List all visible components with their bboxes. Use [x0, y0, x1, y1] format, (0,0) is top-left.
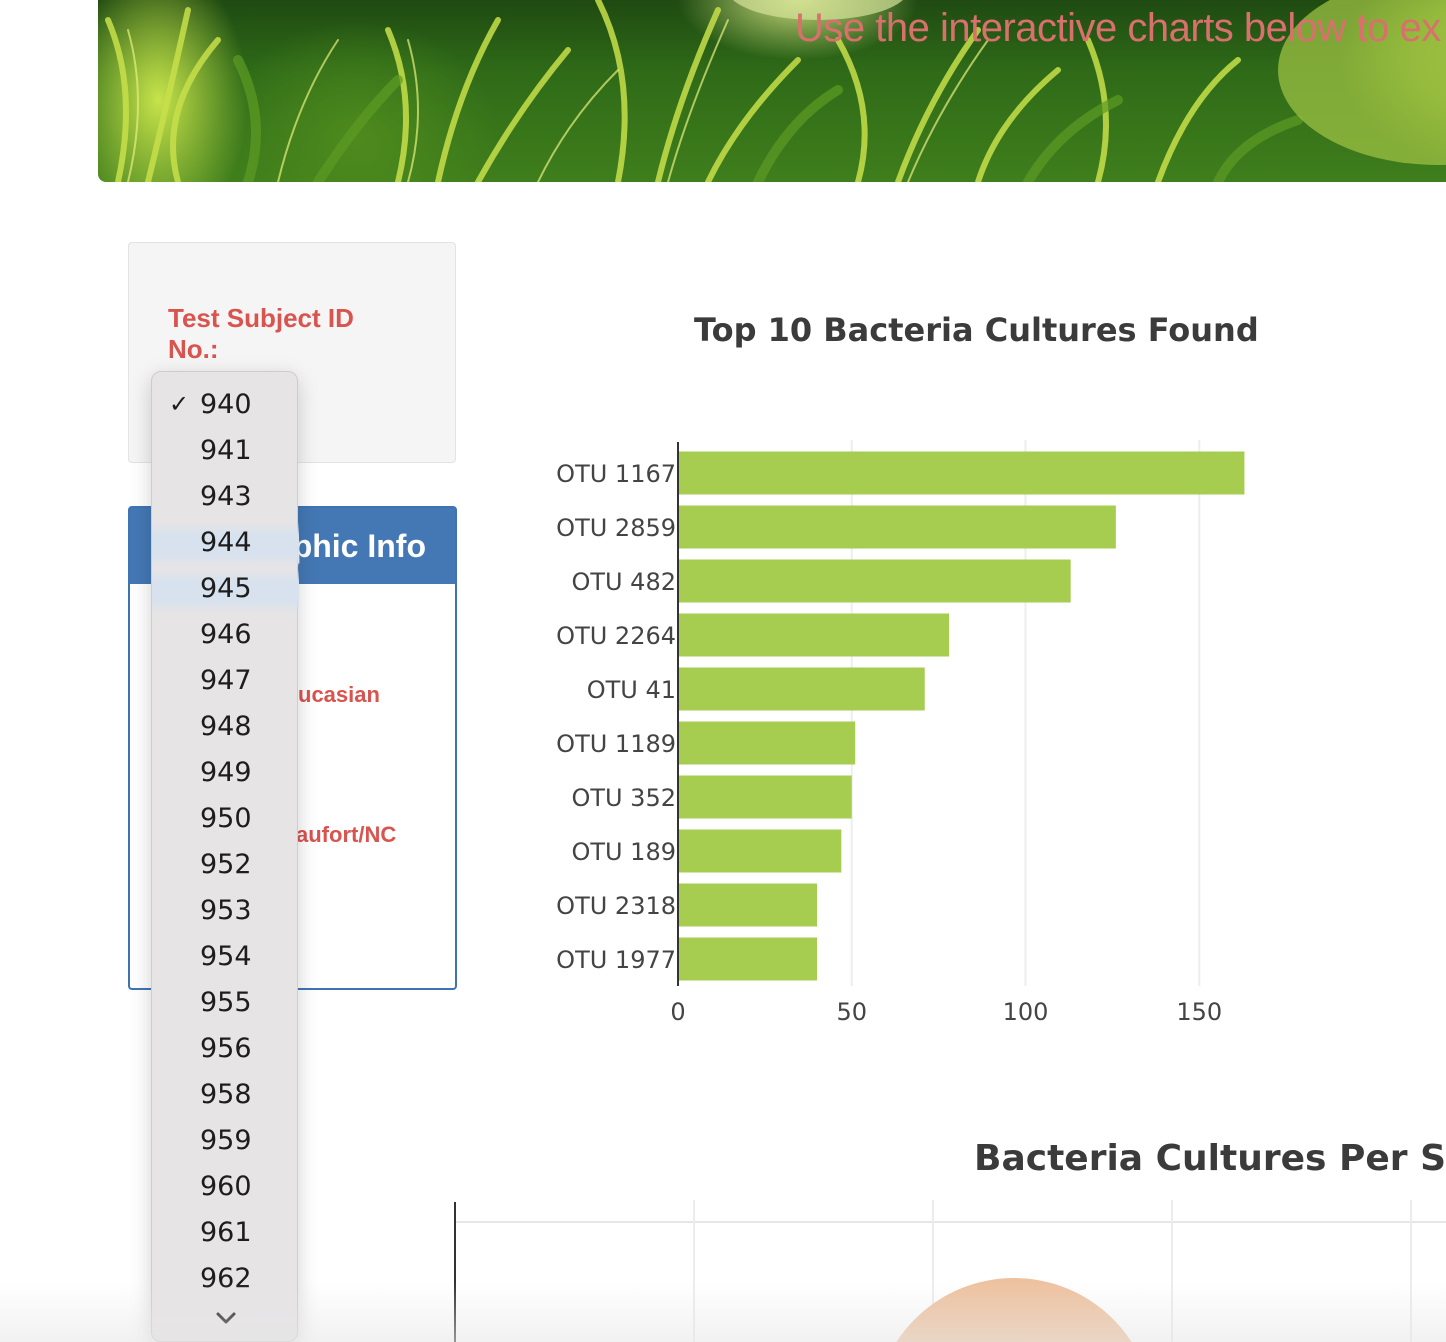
dropdown-option-label: 955 [200, 987, 252, 1018]
dropdown-option-label: 946 [200, 619, 252, 650]
dropdown-option-label: 958 [200, 1079, 252, 1110]
dropdown-option-label: 956 [200, 1033, 252, 1064]
dropdown-option-label: 959 [200, 1125, 252, 1156]
dropdown-option-label: 960 [200, 1171, 252, 1202]
dropdown-option-label: 962 [200, 1263, 252, 1294]
dropdown-option-949[interactable]: 949 [152, 752, 299, 798]
dropdown-option-943[interactable]: 943 [152, 476, 299, 522]
dropdown-option-label: 943 [200, 481, 252, 512]
y-category-label: OTU 189 [571, 838, 676, 866]
bubble-mark[interactable] [874, 1278, 1154, 1342]
x-tick-label: 150 [1176, 998, 1222, 1026]
dropdown-option-953[interactable]: 953 [152, 890, 299, 936]
dropdown-option-958[interactable]: 958 [152, 1074, 299, 1120]
dropdown-option-label: 944 [200, 527, 252, 558]
bar-otu-2859[interactable] [678, 505, 1116, 549]
dropdown-option-label: 940 [200, 389, 252, 420]
bar-otu-41[interactable] [678, 667, 925, 711]
y-category-label: OTU 2264 [556, 622, 676, 650]
dropdown-option-label: 947 [200, 665, 252, 696]
y-category-label: OTU 352 [571, 784, 676, 812]
hero-foliage-image [105, 0, 1446, 182]
subject-id-dropdown[interactable]: ✓ 940 941 943 944 945 946 947 948 949 950 952 953 954… [151, 371, 299, 1342]
demographic-ethnicity-value: ucasian [298, 682, 380, 707]
dropdown-option-946[interactable]: 946 [152, 614, 299, 660]
bar-otu-2318[interactable] [678, 883, 817, 927]
bubble-chart-title: Bacteria Cultures Per Sa [974, 1138, 1446, 1179]
bubble-chart-plot [454, 1200, 1446, 1342]
dropdown-option-label: 950 [200, 803, 252, 834]
y-category-label: OTU 482 [571, 568, 676, 596]
bar-otu-482[interactable] [678, 559, 1071, 603]
bar-otu-2264[interactable] [678, 613, 950, 657]
bar-otu-1167[interactable] [678, 451, 1245, 495]
dropdown-option-941[interactable]: 941 [152, 430, 299, 476]
dropdown-option-959[interactable]: 959 [152, 1120, 299, 1166]
dropdown-option-label: 952 [200, 849, 252, 880]
bar-otu-1189[interactable] [678, 721, 856, 765]
top10-bar-chart: 0 50 100 150 OTU 1167 OTU 2859 OTU 482 OTU 2264… [556, 440, 1245, 1026]
dropdown-option-944[interactable]: 944 [152, 522, 299, 568]
dropdown-option-947[interactable]: 947 [152, 660, 299, 706]
y-category-label: OTU 1167 [556, 460, 676, 488]
x-tick-label: 50 [836, 998, 867, 1026]
y-category-label: OTU 2318 [556, 892, 676, 920]
demographic-location-value: aufort/NC [296, 822, 397, 847]
hero-tagline: Use the interactive charts below to ex [795, 6, 1441, 50]
dropdown-option-950[interactable]: 950 [152, 798, 299, 844]
dropdown-option-955[interactable]: 955 [152, 982, 299, 1028]
y-category-label: OTU 1189 [556, 730, 676, 758]
dropdown-option-960[interactable]: 960 [152, 1166, 299, 1212]
bar-chart-title: Top 10 Bacteria Cultures Found [694, 311, 1259, 349]
subject-id-label: Test Subject ID No.: [168, 303, 354, 364]
checkmark-icon: ✓ [169, 390, 190, 418]
bar-otu-352[interactable] [678, 775, 852, 819]
x-tick-label: 100 [1003, 998, 1049, 1026]
dropdown-option-954[interactable]: 954 [152, 936, 299, 982]
dropdown-option-945[interactable]: 945 [152, 568, 299, 614]
dropdown-option-962[interactable]: 962 [152, 1258, 299, 1304]
y-category-label: OTU 2859 [556, 514, 676, 542]
dropdown-option-label: 941 [200, 435, 252, 466]
bubble-chart [454, 1200, 1446, 1342]
dropdown-option-label: 949 [200, 757, 252, 788]
demographic-info-title: phic Info [292, 528, 426, 564]
bar-otu-189[interactable] [678, 829, 842, 873]
dropdown-option-940[interactable]: ✓ 940 [152, 384, 299, 430]
dropdown-option-label: 954 [200, 941, 252, 972]
dropdown-option-label: 948 [200, 711, 252, 742]
y-category-label: OTU 1977 [556, 946, 676, 974]
dropdown-option-956[interactable]: 956 [152, 1028, 299, 1074]
dropdown-option-label: 953 [200, 895, 252, 926]
dropdown-option-label: 961 [200, 1217, 252, 1248]
dropdown-option-948[interactable]: 948 [152, 706, 299, 752]
dropdown-option-961[interactable]: 961 [152, 1212, 299, 1258]
dropdown-option-label: 945 [200, 573, 252, 604]
hero-banner: Use the interactive charts below to ex [98, 0, 1446, 182]
x-tick-label: 0 [670, 998, 685, 1026]
chevron-down-icon[interactable] [214, 1308, 238, 1328]
dropdown-option-952[interactable]: 952 [152, 844, 299, 890]
y-category-label: OTU 41 [587, 676, 676, 704]
bar-otu-1977[interactable] [678, 937, 817, 981]
